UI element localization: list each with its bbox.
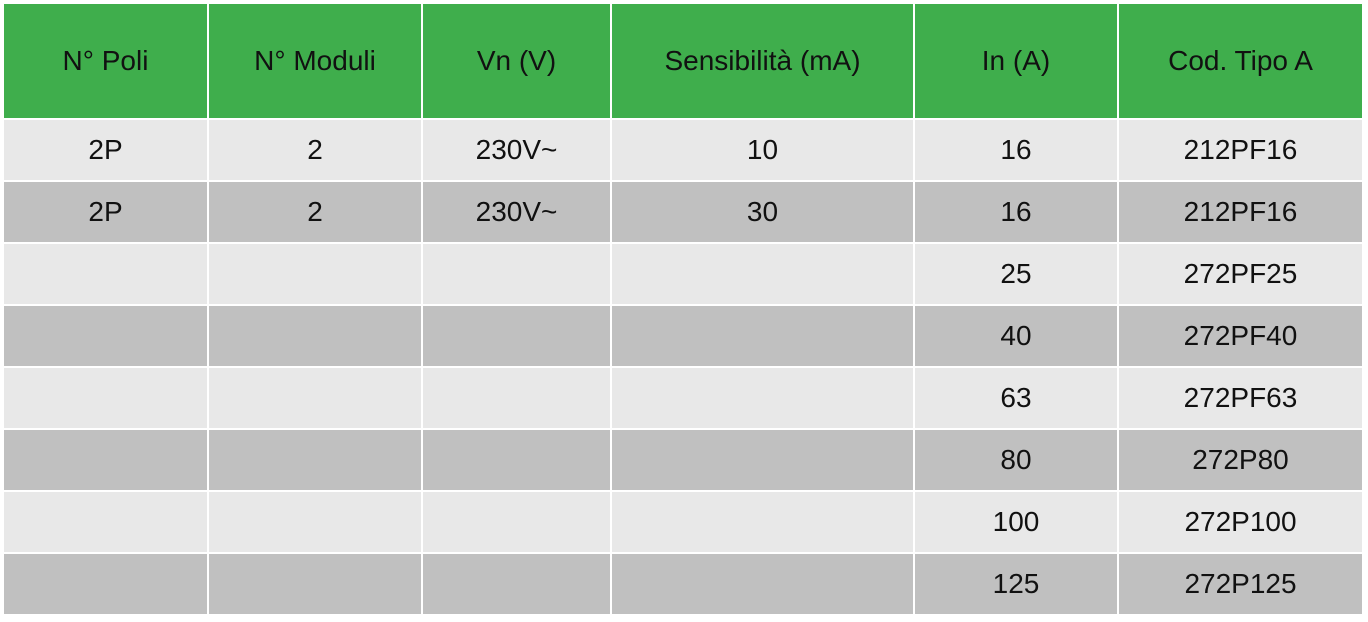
table-cell: 272P100 — [1119, 492, 1362, 552]
table-cell: 125 — [915, 554, 1117, 614]
table-cell: 230V~ — [423, 182, 610, 242]
table-cell: 272PF25 — [1119, 244, 1362, 304]
table-cell: 10 — [612, 120, 913, 180]
header-cell: Vn (V) — [423, 4, 610, 118]
table-cell — [4, 554, 207, 614]
table-cell — [209, 244, 421, 304]
table-cell — [612, 244, 913, 304]
header-cell: In (A) — [915, 4, 1117, 118]
header-cell: Sensibilità (mA) — [612, 4, 913, 118]
table-cell — [209, 368, 421, 428]
table-cell: 80 — [915, 430, 1117, 490]
table-cell — [423, 492, 610, 552]
table-cell: 2 — [209, 182, 421, 242]
table-cell — [4, 368, 207, 428]
table-cell: 2P — [4, 120, 207, 180]
table-cell: 25 — [915, 244, 1117, 304]
table-cell: 272PF63 — [1119, 368, 1362, 428]
table-cell — [423, 244, 610, 304]
table-cell: 63 — [915, 368, 1117, 428]
table-cell: 230V~ — [423, 120, 610, 180]
table-cell — [612, 554, 913, 614]
table-cell — [4, 244, 207, 304]
table-cell — [209, 430, 421, 490]
table-cell — [423, 554, 610, 614]
table-cell: 30 — [612, 182, 913, 242]
table-cell — [423, 368, 610, 428]
table-cell: 272PF40 — [1119, 306, 1362, 366]
header-cell: Cod. Tipo A — [1119, 4, 1362, 118]
table-cell — [4, 492, 207, 552]
table-cell — [612, 306, 913, 366]
table-cell — [4, 306, 207, 366]
table-cell — [423, 306, 610, 366]
table-cell — [423, 430, 610, 490]
table-cell — [209, 306, 421, 366]
table-cell: 40 — [915, 306, 1117, 366]
table-cell: 2 — [209, 120, 421, 180]
table-cell — [612, 492, 913, 552]
header-cell: N° Moduli — [209, 4, 421, 118]
table-cell — [612, 368, 913, 428]
table-cell — [4, 430, 207, 490]
table-cell — [612, 430, 913, 490]
table-cell: 2P — [4, 182, 207, 242]
table-cell: 16 — [915, 182, 1117, 242]
table-cell: 212PF16 — [1119, 120, 1362, 180]
table-cell: 16 — [915, 120, 1117, 180]
table-cell: 272P80 — [1119, 430, 1362, 490]
header-cell: N° Poli — [4, 4, 207, 118]
table-cell: 100 — [915, 492, 1117, 552]
table-cell: 272P125 — [1119, 554, 1362, 614]
table-cell — [209, 492, 421, 552]
table-cell — [209, 554, 421, 614]
table-cell: 212PF16 — [1119, 182, 1362, 242]
